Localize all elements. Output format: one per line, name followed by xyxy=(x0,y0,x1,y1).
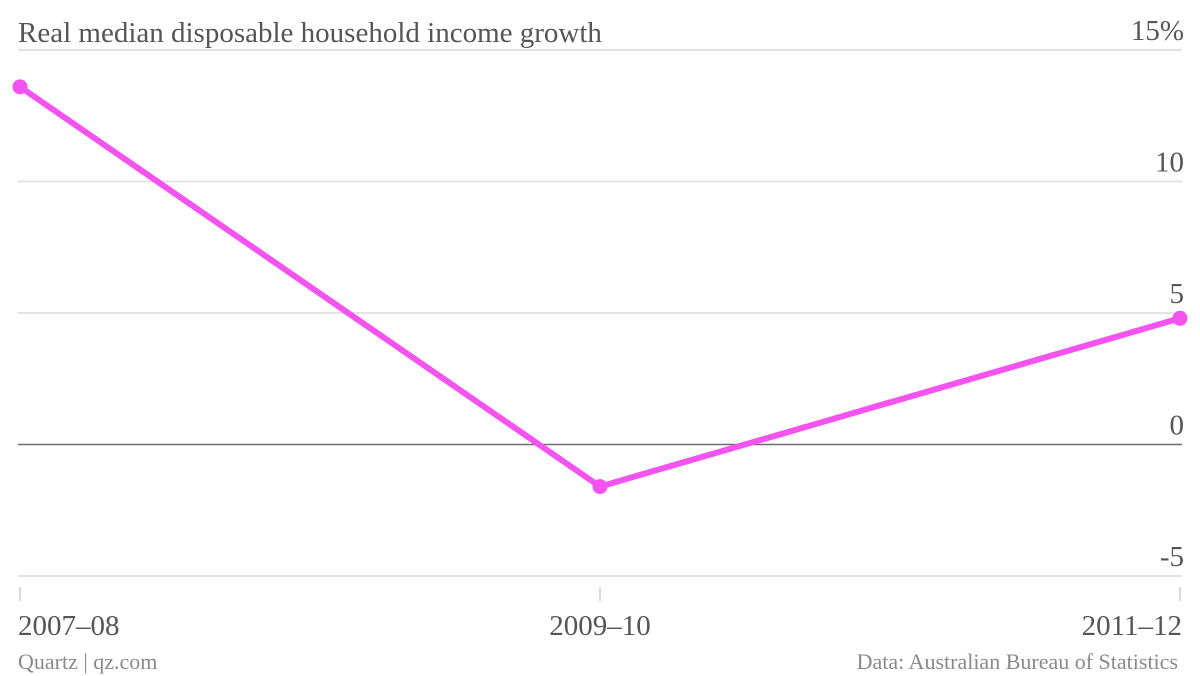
y-tick-label: 5 xyxy=(1170,278,1185,310)
y-tick-label: -5 xyxy=(1160,541,1184,573)
x-tick-label: 2007–08 xyxy=(18,610,120,642)
y-tick-label: 15% xyxy=(1131,15,1184,47)
x-tick-label: 2009–10 xyxy=(549,610,651,642)
chart-title: Real median disposable household income … xyxy=(18,17,602,49)
data-point xyxy=(12,79,28,95)
x-axis: 2007–08 2009–10 2011–12 xyxy=(18,587,1182,642)
gridlines xyxy=(18,49,1182,577)
y-axis-tick-labels: -5 0 5 10 15% xyxy=(1131,15,1184,573)
footer-source-brand: Quartz | qz.com xyxy=(18,649,157,674)
footer-data-source: Data: Australian Bureau of Statistics xyxy=(857,649,1178,674)
y-tick-label: 10 xyxy=(1155,147,1184,179)
data-point xyxy=(592,479,608,495)
y-tick-label: 0 xyxy=(1170,410,1185,442)
x-tick-label: 2011–12 xyxy=(1082,610,1182,642)
series-layer xyxy=(12,79,1188,495)
data-point xyxy=(1172,310,1188,326)
series-line xyxy=(17,83,1183,490)
